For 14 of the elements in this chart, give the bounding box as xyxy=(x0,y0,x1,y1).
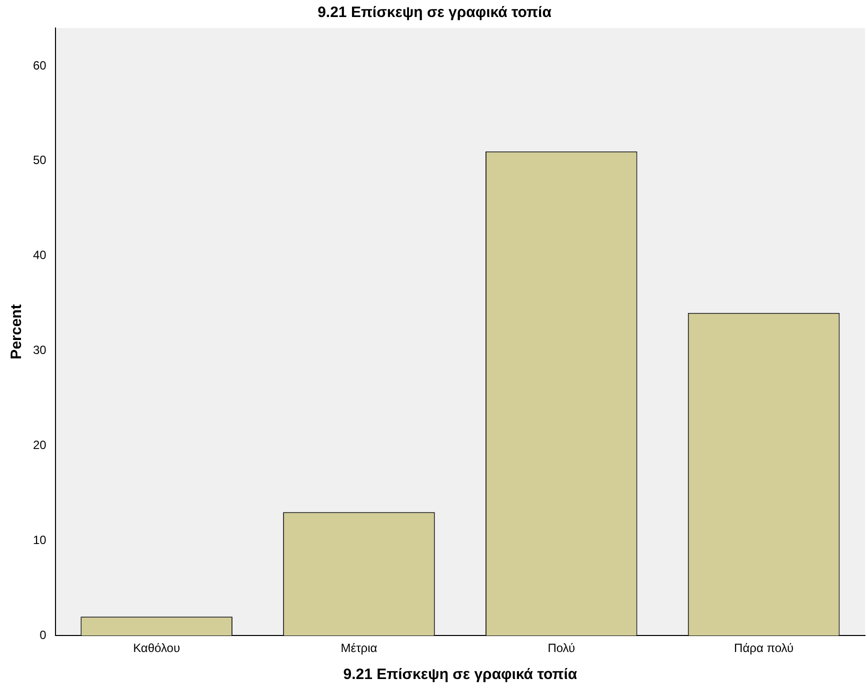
y-tick-label: 50 xyxy=(32,153,47,168)
y-tick-label: 20 xyxy=(32,438,47,452)
x-tick-label: Μέτρια xyxy=(340,641,378,656)
x-tick-label: Πάρα πολύ xyxy=(734,641,794,656)
y-tick-label: 0 xyxy=(40,628,47,642)
y-tick-label: 60 xyxy=(32,58,47,72)
x-tick-label: Πολύ xyxy=(548,641,576,656)
chart-title: 9.21 Επίσκεψη σε γραφικά τοπία xyxy=(318,4,552,22)
y-tick-label: 30 xyxy=(32,343,47,358)
x-tick-label: Καθόλου xyxy=(133,641,180,656)
x-axis-title: 9.21 Επίσκεψη σε γραφικά τοπία xyxy=(343,666,578,684)
y-axis-title: Percent xyxy=(8,304,26,360)
y-tick-label: 10 xyxy=(32,532,47,547)
y-tick-label: 40 xyxy=(32,248,47,262)
